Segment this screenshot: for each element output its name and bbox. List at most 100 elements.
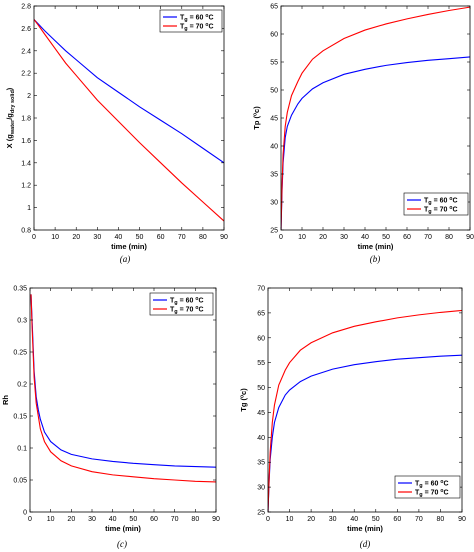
x-tick-label: 0	[28, 516, 32, 523]
x-tick-label: 40	[350, 516, 358, 523]
x-tick-label: 30	[93, 234, 101, 241]
x-tick-label: 50	[372, 516, 380, 523]
legend-entry-label: Tg = 70 oC	[424, 205, 458, 215]
x-tick-label: 10	[298, 234, 306, 241]
x-tick-label: 20	[319, 234, 327, 241]
x-tick-label: 90	[466, 234, 474, 241]
y-axis-label: Rh	[1, 395, 10, 405]
x-tick-label: 40	[115, 234, 123, 241]
y-tick-label: 25	[257, 510, 265, 517]
series-line-70c	[30, 294, 216, 483]
x-tick-label: 60	[150, 516, 158, 523]
x-tick-label: 50	[136, 234, 144, 241]
y-tick-label: 2.4	[21, 48, 31, 55]
x-tick-label: 80	[445, 234, 453, 241]
x-axis-label: time (min)	[358, 242, 394, 251]
x-tick-label: 40	[109, 516, 117, 523]
x-tick-label: 70	[415, 516, 423, 523]
y-tick-label: 65	[270, 4, 278, 11]
y-tick-label: 40	[257, 435, 265, 442]
legend-entry-label: Tg = 60 oC	[180, 13, 214, 23]
x-axis-label: time (min)	[105, 524, 141, 533]
chart-panel-4: 0 10 20 30 40 50 60 70 80 90 25 30 35 40 45 50 55 60 65 70 t…	[239, 286, 466, 550]
panel-caption: (a)	[120, 254, 131, 264]
x-tick-label: 80	[199, 234, 207, 241]
y-tick-label: 1.6	[21, 138, 31, 145]
chart-panel-2: 0 10 20 30 40 50 60 70 80 90 25 30 35 40 45 50 55 60 65 tim…	[252, 4, 474, 265]
y-tick-label: 0.35	[13, 286, 27, 293]
x-tick-label: 50	[129, 516, 137, 523]
y-tick-label: 2.6	[21, 26, 31, 33]
x-tick-label: 70	[178, 234, 186, 241]
y-tick-label: 50	[270, 88, 278, 95]
y-tick-label: 30	[270, 200, 278, 207]
x-tick-label: 20	[307, 516, 315, 523]
y-tick-label: 40	[270, 144, 278, 151]
y-tick-label: 2.8	[21, 4, 31, 11]
chart-panel-3: 0 10 20 30 40 50 60 70 80 90 0 0.05 0.1 0.15 0.2 0.25 0.…	[1, 286, 220, 550]
x-tick-label: 90	[220, 234, 228, 241]
x-tick-label: 60	[403, 234, 411, 241]
y-tick-label: 1.4	[21, 160, 31, 167]
y-tick-label: 65	[257, 310, 265, 317]
y-tick-label: 0.25	[13, 350, 27, 357]
x-axis-label: time (min)	[347, 524, 383, 533]
x-tick-label: 0	[279, 234, 283, 241]
y-tick-label: 60	[257, 335, 265, 342]
x-axis-label: time (min)	[111, 242, 147, 251]
y-axis-label: Tp (oc)	[252, 106, 261, 130]
series-line-60c	[281, 56, 470, 230]
series-line-70c	[34, 19, 224, 222]
x-tick-label: 0	[266, 516, 270, 523]
y-tick-label: 0.1	[17, 446, 27, 453]
x-tick-label: 30	[88, 516, 96, 523]
y-tick-label: 70	[257, 286, 265, 293]
x-tick-label: 10	[51, 234, 59, 241]
x-tick-label: 50	[382, 234, 390, 241]
plot-frame	[29, 287, 217, 513]
y-tick-label: 45	[257, 410, 265, 417]
x-tick-label: 10	[47, 516, 55, 523]
x-tick-label: 0	[32, 234, 36, 241]
x-tick-label: 80	[437, 516, 445, 523]
y-tick-label: 30	[257, 485, 265, 492]
x-tick-label: 90	[458, 516, 466, 523]
y-tick-label: 55	[270, 60, 278, 67]
x-tick-label: 60	[157, 234, 165, 241]
y-tick-label: 0.8	[21, 228, 31, 235]
y-tick-label: 0.2	[17, 382, 27, 389]
x-tick-label: 20	[67, 516, 75, 523]
plot-frame	[33, 5, 225, 231]
x-tick-label: 70	[424, 234, 432, 241]
y-tick-label: 2	[27, 93, 31, 100]
series-line-70c	[268, 309, 462, 512]
series-line-60c	[30, 294, 216, 468]
y-tick-label: 35	[270, 172, 278, 179]
y-axis-label: X (gwater/gdry solid)	[5, 87, 16, 148]
y-tick-label: 45	[270, 116, 278, 123]
x-tick-label: 90	[212, 516, 220, 523]
series-line-60c	[268, 354, 462, 512]
x-tick-label: 40	[361, 234, 369, 241]
legend-entry-label: Tg = 70 oC	[415, 488, 449, 498]
x-tick-label: 10	[286, 516, 294, 523]
y-tick-label: 2.2	[21, 71, 31, 78]
y-axis-label: Tg (oc)	[239, 388, 248, 412]
x-tick-label: 20	[72, 234, 80, 241]
series-line-70c	[281, 6, 470, 230]
x-tick-label: 60	[393, 516, 401, 523]
plot-frame	[267, 287, 463, 513]
y-tick-label: 0.15	[13, 414, 27, 421]
x-tick-label: 30	[329, 516, 337, 523]
y-tick-label: 1.8	[21, 116, 31, 123]
y-tick-label: 1	[27, 205, 31, 212]
y-tick-label: 25	[270, 228, 278, 235]
y-tick-label: 55	[257, 360, 265, 367]
y-tick-label: 35	[257, 460, 265, 467]
chart-panel-1: 0 10 20 30 40 50 60 70 80 90 0.8 1 1.2 1.4 1.6 1.8 2 2.2 2…	[5, 4, 228, 265]
